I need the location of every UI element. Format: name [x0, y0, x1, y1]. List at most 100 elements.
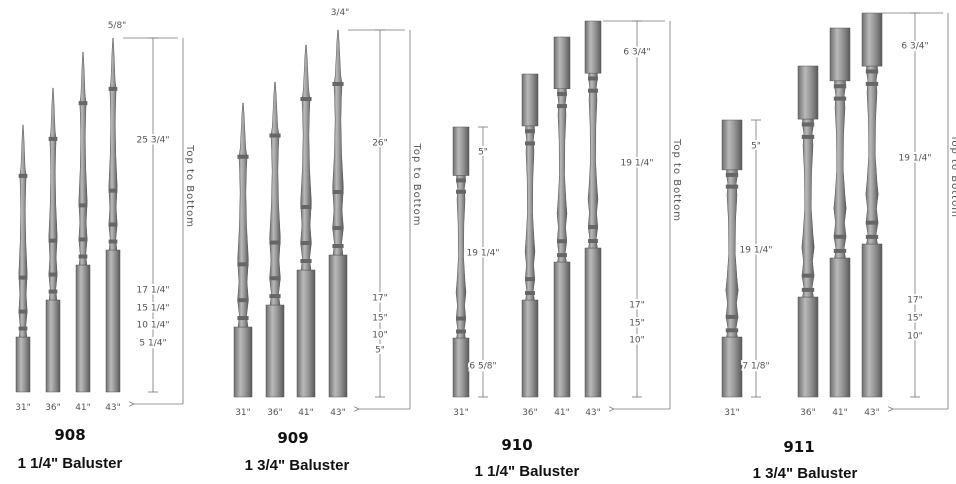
baluster-ring	[18, 326, 28, 331]
baluster-ring	[557, 91, 567, 96]
baluster-ring	[237, 298, 249, 303]
baluster-ring	[833, 234, 847, 239]
baluster-ring	[332, 82, 344, 86]
baluster-block	[584, 20, 602, 74]
dimension-label: 6 3/4"	[623, 48, 650, 58]
baluster-base	[15, 336, 31, 393]
baluster-block	[829, 27, 851, 82]
baluster-ring	[525, 141, 535, 146]
baluster-ring	[78, 101, 88, 106]
baluster-ring	[48, 238, 58, 243]
baluster-ring	[588, 88, 598, 93]
baluster-ring	[300, 97, 312, 101]
baluster-ring	[18, 309, 28, 314]
dimension-label: 19 1/4"	[740, 246, 773, 256]
baluster-ring	[865, 81, 879, 86]
baluster-shaft	[587, 72, 599, 249]
baluster-shaft	[48, 87, 58, 301]
model-number: 908	[54, 426, 85, 444]
baluster-ring	[269, 276, 281, 281]
baluster-base	[521, 299, 539, 398]
baluster-ring	[801, 287, 815, 292]
baluster-ring	[78, 237, 88, 242]
dimension-label: 17 1/4"	[137, 286, 170, 296]
dimension-label: 17"	[907, 296, 923, 306]
model-number: 910	[501, 436, 532, 454]
baluster-ring	[456, 189, 466, 194]
baluster-ring	[237, 154, 249, 159]
height-label: 36"	[267, 408, 283, 418]
baluster-shaft	[18, 124, 28, 338]
baluster-ring	[48, 289, 58, 294]
height-label: 31"	[235, 408, 251, 418]
baluster-base	[721, 336, 743, 398]
baluster-block	[553, 36, 571, 89]
baluster-block	[797, 65, 819, 120]
baluster-ring	[865, 69, 879, 74]
baluster-shaft	[78, 51, 88, 266]
baluster-group: 31" 36" 41" 43" 6 3/4" 19 1/4" 17" 15" 10" 5" 19 1…	[721, 12, 956, 482]
baluster-ring	[801, 273, 815, 278]
dimension-label: 5"	[375, 346, 385, 356]
baluster-base	[45, 299, 61, 393]
height-label: 36"	[522, 408, 538, 418]
height-label: 36"	[800, 408, 816, 418]
baluster-base	[797, 296, 819, 398]
baluster-ring	[108, 188, 118, 193]
dimension-label: 19 1/4"	[899, 154, 932, 164]
baluster-base	[829, 257, 851, 398]
baluster-shaft	[801, 118, 815, 298]
baluster-ring	[48, 272, 58, 277]
baluster-shaft	[455, 175, 467, 339]
baluster-block	[521, 73, 539, 127]
dimension-label: 10 1/4"	[137, 321, 170, 331]
baluster-shaft	[269, 81, 281, 306]
baluster-block	[861, 12, 883, 67]
dimension-label: 19 1/4"	[467, 249, 500, 259]
dimension-label: 5"	[478, 148, 488, 158]
dimension-label: 10"	[907, 332, 923, 342]
baluster-ring	[300, 259, 312, 263]
baluster-ring	[801, 122, 815, 127]
baluster-ring	[269, 240, 281, 245]
height-label: 31"	[724, 408, 740, 418]
baluster-ring	[588, 76, 598, 81]
baluster-base	[296, 269, 316, 398]
baluster-shaft	[865, 65, 879, 245]
baluster-group: 31" 36" 41" 43" 26" 17" 15" 10" 5" 3/4" Top to Bot…	[233, 8, 422, 474]
baluster-ring	[48, 136, 58, 141]
side-label: Top to Bottom	[184, 144, 195, 228]
baluster-ring	[269, 133, 281, 138]
height-label: 41"	[75, 403, 91, 413]
dimension-label: 10"	[629, 336, 645, 346]
dimension-label: 7 1/8"	[742, 362, 769, 372]
model-number: 909	[277, 429, 308, 447]
dimension-label: 6 5/8"	[469, 362, 496, 372]
model-number: 911	[783, 438, 814, 456]
dimension-label: 6 3/4"	[901, 42, 928, 52]
dimension-label: 15"	[629, 319, 645, 329]
height-label: 43"	[330, 408, 346, 418]
baluster-shaft	[300, 44, 312, 271]
baluster-ring	[833, 96, 847, 101]
baluster-ring	[300, 241, 312, 245]
baluster-base	[553, 261, 571, 398]
side-label: Top to Bottom	[411, 143, 422, 227]
baluster-group: 31" 36" 41" 43" 6 3/4" 19 1/4" 17" 15" 10" 5" 19 1…	[452, 20, 682, 480]
baluster-base	[328, 254, 348, 398]
baluster-ring	[525, 277, 535, 282]
dimension-label: 26"	[372, 139, 388, 149]
dimension-label: 17"	[629, 301, 645, 311]
dimension-label: 15"	[907, 314, 923, 324]
baluster-base	[861, 243, 883, 398]
baluster-shaft	[556, 88, 568, 263]
dimension-label: 15"	[372, 314, 388, 324]
baluster-block	[452, 126, 470, 176]
height-label: 31"	[15, 403, 31, 413]
baluster-shaft	[332, 29, 344, 256]
baluster-shaft	[237, 102, 249, 328]
baluster-ring	[332, 190, 344, 194]
height-label: 41"	[832, 408, 848, 418]
height-label: 36"	[45, 403, 61, 413]
baluster-ring	[332, 226, 344, 230]
